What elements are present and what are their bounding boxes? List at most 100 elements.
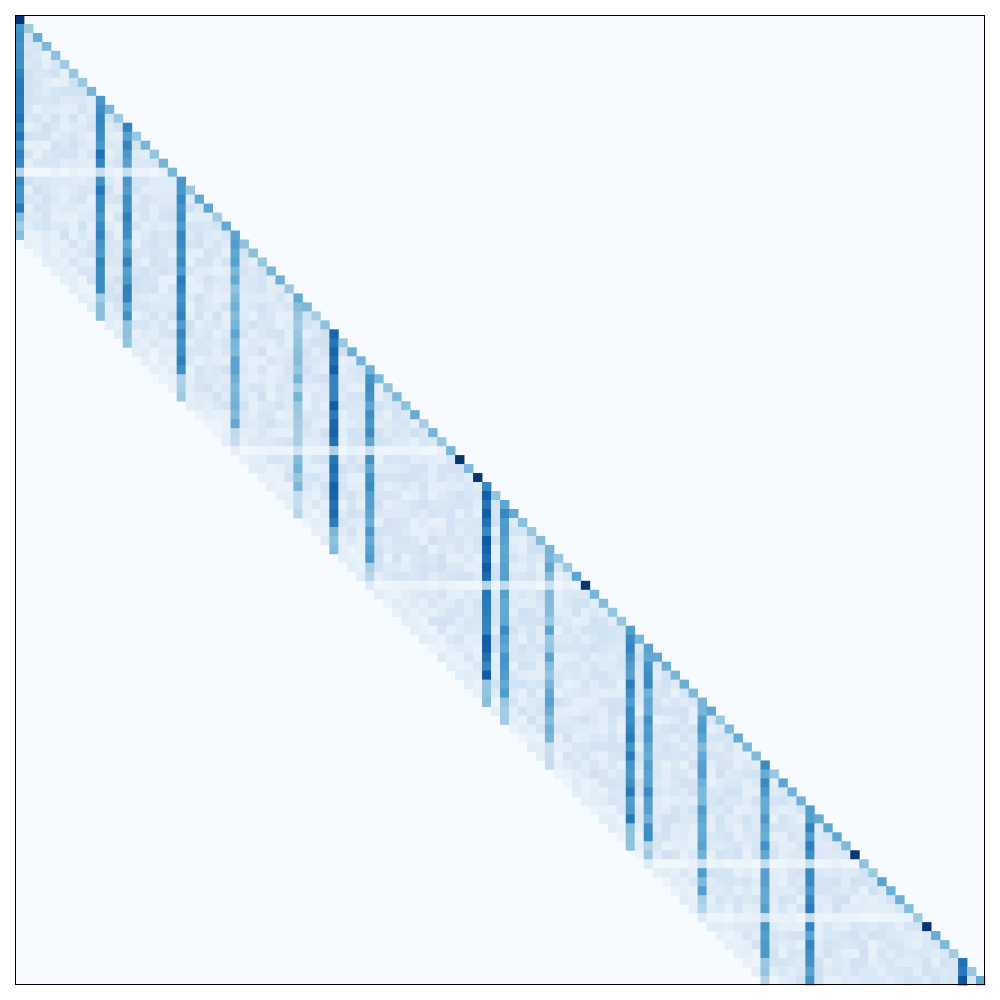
heatmap-cell (544, 616, 555, 627)
heatmap-cell (374, 491, 384, 501)
heatmap-cell (248, 446, 258, 456)
heatmap-cell (778, 877, 788, 887)
heatmap-cell (392, 446, 402, 456)
heatmap-cell (302, 473, 312, 483)
heatmap-cell (706, 724, 716, 734)
heatmap-cell (688, 832, 698, 842)
heatmap-cell (221, 257, 231, 267)
heatmap-cell (248, 383, 258, 393)
heatmap-cell (437, 643, 447, 654)
heatmap-cell (679, 733, 690, 743)
heatmap-cell (149, 185, 160, 196)
heatmap-cell (356, 410, 366, 420)
heatmap-cell (616, 778, 627, 788)
heatmap-cell (113, 302, 124, 312)
heatmap-cell (32, 194, 43, 205)
heatmap-cell (383, 598, 393, 609)
heatmap-cell (347, 553, 357, 564)
heatmap-cell (149, 230, 160, 240)
heatmap-cell (338, 365, 348, 375)
heatmap-cell (86, 248, 97, 258)
heatmap-cell (796, 976, 806, 986)
heatmap-cell (482, 589, 492, 600)
heatmap-cell (491, 625, 501, 636)
heatmap-cell (374, 562, 384, 573)
heatmap-cell (113, 320, 124, 330)
heatmap-cell (68, 194, 79, 205)
heatmap-cell (374, 437, 384, 447)
heatmap-cell (239, 401, 249, 411)
heatmap-cell (769, 814, 779, 824)
heatmap-cell (850, 922, 860, 932)
heatmap-cell (598, 688, 609, 698)
heatmap-cell (41, 95, 52, 106)
heatmap-cell (473, 679, 483, 690)
heatmap-cell (149, 365, 160, 375)
heatmap-cell (104, 293, 115, 303)
heatmap-cell (293, 428, 303, 438)
heatmap-cell (751, 814, 761, 824)
heatmap-cell (634, 751, 645, 761)
heatmap-cell (751, 949, 761, 959)
heatmap-cell (500, 580, 510, 591)
heatmap-cell (778, 958, 788, 968)
heatmap-cell (508, 517, 519, 528)
heatmap-cell (724, 904, 734, 914)
heatmap-cell (194, 248, 205, 258)
heatmap-cell (113, 311, 124, 321)
heatmap-cell (616, 760, 627, 770)
heatmap-cell (383, 428, 393, 438)
heatmap-cell (230, 293, 240, 303)
heatmap-cell (652, 787, 663, 797)
heatmap-cell (428, 580, 438, 591)
heatmap-cell (41, 221, 52, 231)
heatmap-cell (553, 553, 564, 564)
heatmap-cell (410, 544, 420, 555)
heatmap-cell (32, 230, 43, 240)
heatmap-cell (140, 329, 151, 339)
heatmap-cell (482, 553, 492, 564)
heatmap-cell (724, 877, 734, 887)
heatmap-cell (401, 473, 411, 483)
heatmap-cell (59, 212, 70, 222)
heatmap-cell (41, 104, 52, 115)
heatmap-cell (176, 329, 187, 339)
heatmap-cell (868, 913, 878, 923)
heatmap-cell (679, 805, 690, 815)
heatmap-cell (814, 832, 824, 842)
heatmap-cell (535, 598, 546, 609)
heatmap-cell (455, 571, 465, 582)
heatmap-cell (221, 284, 231, 294)
heatmap-cell (140, 311, 151, 321)
heatmap-cell (482, 580, 492, 591)
heatmap-cell (68, 284, 79, 294)
heatmap-cell (275, 410, 285, 420)
heatmap-cell (401, 535, 411, 546)
heatmap-cell (212, 266, 222, 276)
heatmap-cell (787, 967, 797, 977)
heatmap-cell (832, 958, 842, 968)
heatmap-cell (320, 383, 330, 393)
heatmap-cell (661, 769, 672, 779)
heatmap-cell (922, 967, 932, 977)
heatmap-cell (464, 508, 474, 519)
heatmap-cell (491, 526, 501, 537)
heatmap-cell (329, 464, 339, 474)
heatmap-cell (401, 464, 411, 474)
heatmap-cell (428, 437, 438, 447)
heatmap-cell (194, 383, 205, 393)
heatmap-cell (104, 284, 115, 294)
heatmap-cell (508, 634, 519, 645)
heatmap-cell (104, 203, 115, 213)
heatmap-cell (706, 778, 716, 788)
heatmap-cell (517, 535, 528, 546)
heatmap-cell (356, 544, 366, 555)
heatmap-cell (248, 257, 258, 267)
heatmap-cell (365, 383, 375, 393)
heatmap-cell (437, 571, 447, 582)
heatmap-cell (419, 598, 429, 609)
heatmap-cell (697, 787, 707, 797)
heatmap-cell (167, 374, 178, 384)
heatmap-cell (616, 733, 627, 743)
heatmap-cell (266, 293, 276, 303)
